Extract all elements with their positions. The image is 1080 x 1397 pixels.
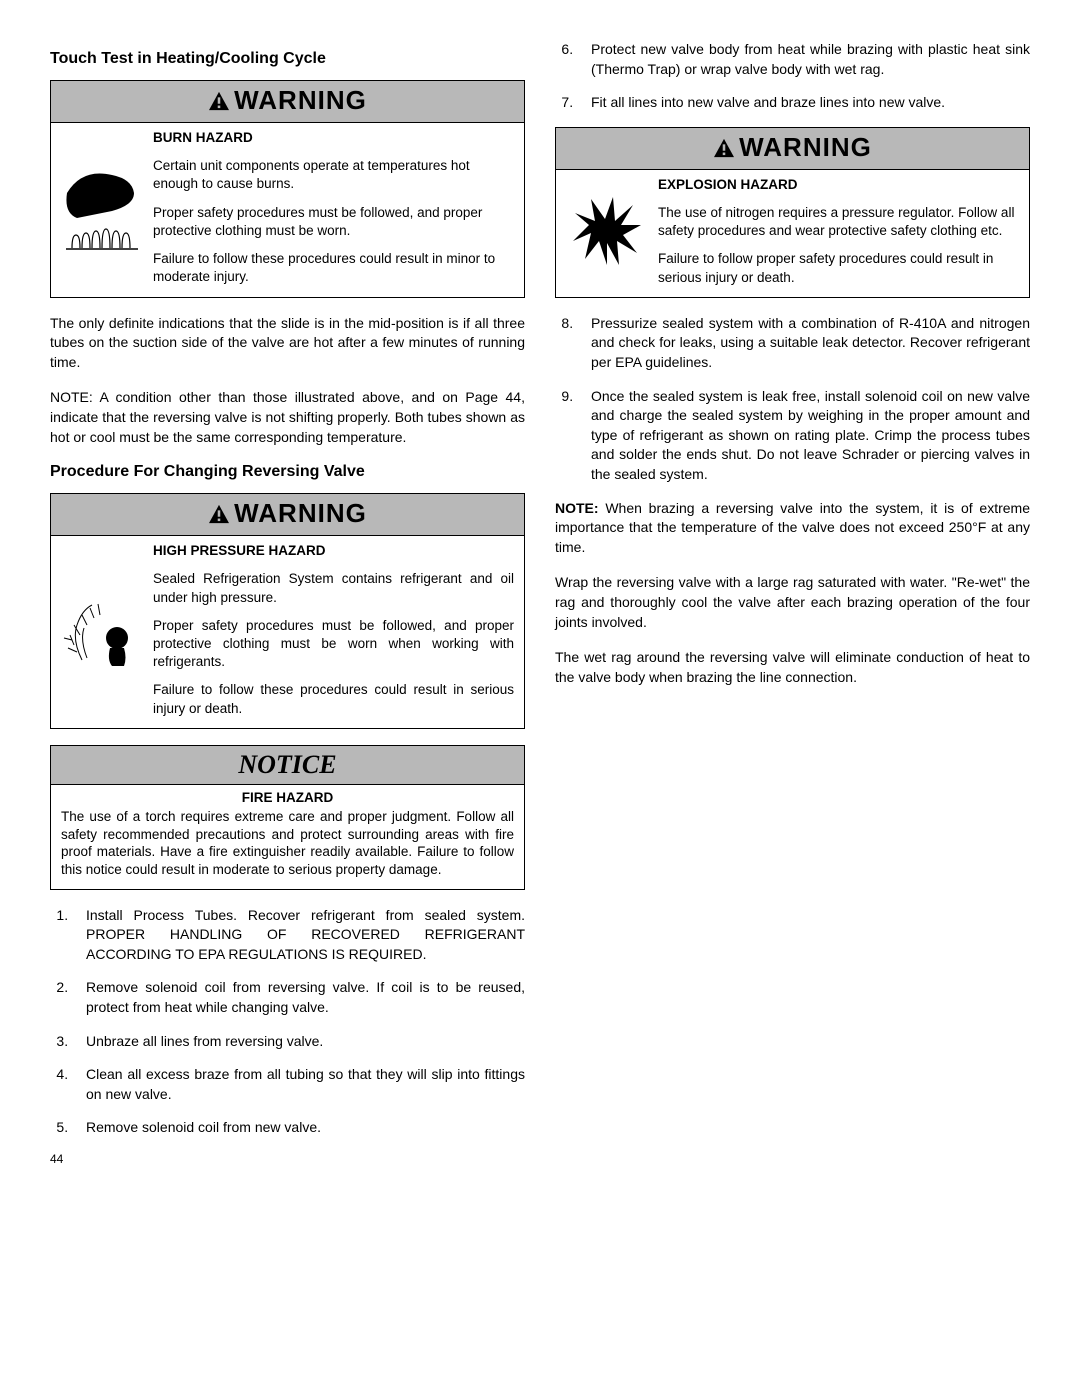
step-item: Remove solenoid coil from reversing valv… — [72, 978, 525, 1017]
warning-para: Sealed Refrigeration System contains ref… — [153, 570, 514, 606]
notice-text: The use of a torch requires extreme care… — [61, 809, 514, 877]
step-item: Protect new valve body from heat while b… — [577, 40, 1030, 79]
page-number: 44 — [50, 1152, 525, 1166]
explosion-icon — [562, 176, 658, 287]
warning-para: Certain unit components operate at tempe… — [153, 157, 514, 193]
warning-header: WARNING — [556, 128, 1029, 170]
warning-text: EXPLOSION HAZARD The use of nitrogen req… — [658, 176, 1019, 287]
warning-para: Failure to follow these procedures could… — [153, 250, 514, 286]
hazard-title: FIRE HAZARD — [61, 789, 514, 807]
note-body: When brazing a reversing valve into the … — [555, 500, 1030, 555]
warning-burn-hazard: WARNING — [50, 80, 525, 298]
high-pressure-icon — [57, 542, 153, 718]
body-paragraph: The wet rag around the reversing valve w… — [555, 648, 1030, 687]
warning-para: The use of nitrogen requires a pressure … — [658, 204, 1019, 240]
hazard-title: HIGH PRESSURE HAZARD — [153, 542, 514, 560]
notice-body: FIRE HAZARD The use of a torch requires … — [51, 785, 524, 889]
procedure-steps-6-7: Protect new valve body from heat while b… — [555, 40, 1030, 113]
warning-label: WARNING — [234, 498, 367, 528]
note-paragraph: NOTE: When brazing a reversing valve int… — [555, 499, 1030, 558]
right-column: Protect new valve body from heat while b… — [555, 40, 1030, 1166]
alert-triangle-icon — [713, 134, 735, 165]
procedure-steps-1-5: Install Process Tubes. Recover refrigera… — [50, 906, 525, 1138]
step-item: Install Process Tubes. Recover refrigera… — [72, 906, 525, 965]
left-column: Touch Test in Heating/Cooling Cycle WARN… — [50, 40, 525, 1166]
body-paragraph: Wrap the reversing valve with a large ra… — [555, 573, 1030, 632]
warning-explosion-hazard: WARNING EXPLOSION HAZARD The use of nitr… — [555, 127, 1030, 298]
step-item: Fit all lines into new valve and braze l… — [577, 93, 1030, 113]
warning-text: BURN HAZARD Certain unit components oper… — [153, 129, 514, 287]
step-item: Pressurize sealed system with a combinat… — [577, 314, 1030, 373]
warning-label: WARNING — [234, 85, 367, 115]
alert-triangle-icon — [208, 87, 230, 118]
alert-triangle-icon — [208, 500, 230, 531]
hazard-title: EXPLOSION HAZARD — [658, 176, 1019, 194]
warning-para: Proper safety procedures must be followe… — [153, 204, 514, 240]
hazard-title: BURN HAZARD — [153, 129, 514, 147]
heading-touch-test: Touch Test in Heating/Cooling Cycle — [50, 50, 525, 68]
warning-text: HIGH PRESSURE HAZARD Sealed Refrigeratio… — [153, 542, 514, 718]
procedure-steps-8-9: Pressurize sealed system with a combinat… — [555, 314, 1030, 485]
body-paragraph: NOTE: A condition other than those illus… — [50, 388, 525, 447]
warning-para: Failure to follow proper safety procedur… — [658, 250, 1019, 286]
step-item: Unbraze all lines from reversing valve. — [72, 1032, 525, 1052]
step-item: Remove solenoid coil from new valve. — [72, 1118, 525, 1138]
warning-header: WARNING — [51, 494, 524, 536]
warning-label: WARNING — [739, 132, 872, 162]
notice-fire-hazard: NOTICE FIRE HAZARD The use of a torch re… — [50, 745, 525, 890]
warning-header: WARNING — [51, 81, 524, 123]
warning-para: Proper safety procedures must be followe… — [153, 617, 514, 672]
step-item: Clean all excess braze from all tubing s… — [72, 1065, 525, 1104]
warning-high-pressure: WARNING HIGH PR — [50, 493, 525, 729]
two-column-layout: Touch Test in Heating/Cooling Cycle WARN… — [50, 40, 1030, 1166]
warning-para: Failure to follow these procedures could… — [153, 681, 514, 717]
notice-header: NOTICE — [51, 746, 524, 785]
burn-hazard-icon — [57, 129, 153, 287]
heading-procedure: Procedure For Changing Reversing Valve — [50, 463, 525, 481]
step-item: Once the sealed system is leak free, ins… — [577, 387, 1030, 485]
body-paragraph: The only definite indications that the s… — [50, 314, 525, 373]
note-label: NOTE: — [555, 500, 599, 516]
